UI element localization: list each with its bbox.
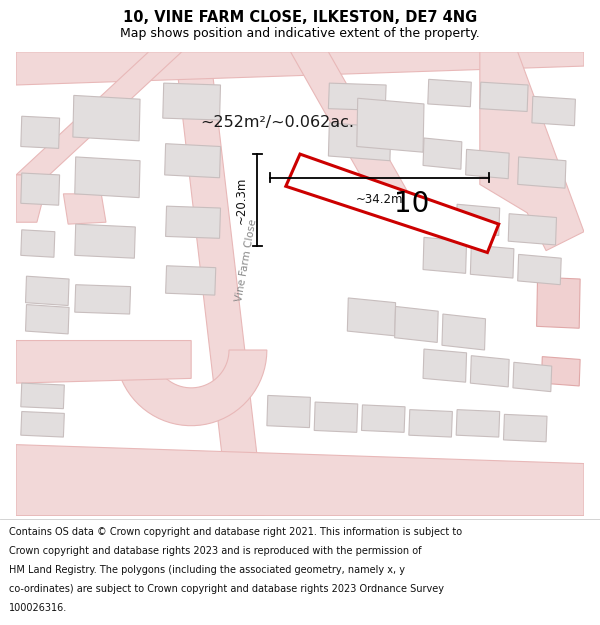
Polygon shape bbox=[395, 306, 438, 343]
Polygon shape bbox=[290, 52, 409, 194]
Text: ~20.3m: ~20.3m bbox=[235, 176, 248, 224]
Polygon shape bbox=[518, 254, 561, 285]
Text: 10, VINE FARM CLOSE, ILKESTON, DE7 4NG: 10, VINE FARM CLOSE, ILKESTON, DE7 4NG bbox=[123, 11, 477, 26]
Polygon shape bbox=[163, 83, 221, 120]
Polygon shape bbox=[423, 138, 462, 169]
Polygon shape bbox=[16, 341, 191, 383]
Polygon shape bbox=[470, 245, 514, 278]
Text: Contains OS data © Crown copyright and database right 2021. This information is : Contains OS data © Crown copyright and d… bbox=[9, 526, 462, 536]
Text: HM Land Registry. The polygons (including the associated geometry, namely x, y: HM Land Registry. The polygons (includin… bbox=[9, 565, 405, 575]
Polygon shape bbox=[164, 144, 221, 177]
Polygon shape bbox=[75, 285, 131, 314]
Polygon shape bbox=[16, 52, 182, 175]
Text: ~34.2m: ~34.2m bbox=[356, 193, 403, 206]
Polygon shape bbox=[518, 157, 566, 188]
Polygon shape bbox=[16, 52, 584, 85]
Polygon shape bbox=[536, 277, 580, 328]
Polygon shape bbox=[347, 298, 395, 336]
Polygon shape bbox=[456, 409, 500, 437]
Polygon shape bbox=[175, 52, 264, 516]
Text: 10: 10 bbox=[394, 190, 430, 218]
Polygon shape bbox=[166, 266, 216, 295]
Polygon shape bbox=[21, 116, 59, 148]
Text: ~252m²/~0.062ac.: ~252m²/~0.062ac. bbox=[200, 116, 355, 131]
Polygon shape bbox=[456, 204, 500, 236]
Polygon shape bbox=[503, 414, 547, 442]
Polygon shape bbox=[328, 83, 386, 111]
Polygon shape bbox=[423, 349, 467, 382]
Polygon shape bbox=[466, 149, 509, 179]
Polygon shape bbox=[442, 314, 485, 350]
Polygon shape bbox=[26, 304, 69, 334]
Polygon shape bbox=[26, 276, 69, 306]
Polygon shape bbox=[470, 356, 509, 387]
Polygon shape bbox=[480, 52, 584, 251]
Polygon shape bbox=[73, 96, 140, 141]
Polygon shape bbox=[314, 402, 358, 432]
Polygon shape bbox=[423, 238, 467, 273]
Polygon shape bbox=[541, 357, 580, 386]
Polygon shape bbox=[328, 123, 391, 161]
Polygon shape bbox=[409, 409, 452, 437]
Polygon shape bbox=[115, 350, 267, 426]
Polygon shape bbox=[428, 79, 472, 107]
Polygon shape bbox=[480, 82, 528, 111]
Polygon shape bbox=[286, 154, 499, 252]
Text: Crown copyright and database rights 2023 and is reproduced with the permission o: Crown copyright and database rights 2023… bbox=[9, 546, 421, 556]
Polygon shape bbox=[16, 444, 584, 516]
Polygon shape bbox=[75, 224, 136, 258]
Polygon shape bbox=[513, 362, 552, 392]
Text: Map shows position and indicative extent of the property.: Map shows position and indicative extent… bbox=[120, 28, 480, 41]
Polygon shape bbox=[267, 396, 310, 428]
Polygon shape bbox=[21, 411, 64, 437]
Polygon shape bbox=[16, 175, 49, 222]
Polygon shape bbox=[21, 173, 59, 205]
Polygon shape bbox=[357, 98, 424, 152]
Polygon shape bbox=[532, 96, 575, 126]
Polygon shape bbox=[64, 194, 106, 224]
Polygon shape bbox=[508, 214, 556, 245]
Text: Vine Farm Close: Vine Farm Close bbox=[234, 218, 258, 302]
Polygon shape bbox=[166, 206, 221, 238]
Text: co-ordinates) are subject to Crown copyright and database rights 2023 Ordnance S: co-ordinates) are subject to Crown copyr… bbox=[9, 584, 444, 594]
Text: 100026316.: 100026316. bbox=[9, 603, 67, 613]
Polygon shape bbox=[362, 405, 405, 432]
Polygon shape bbox=[75, 157, 140, 198]
Polygon shape bbox=[21, 230, 55, 258]
Polygon shape bbox=[21, 383, 64, 409]
